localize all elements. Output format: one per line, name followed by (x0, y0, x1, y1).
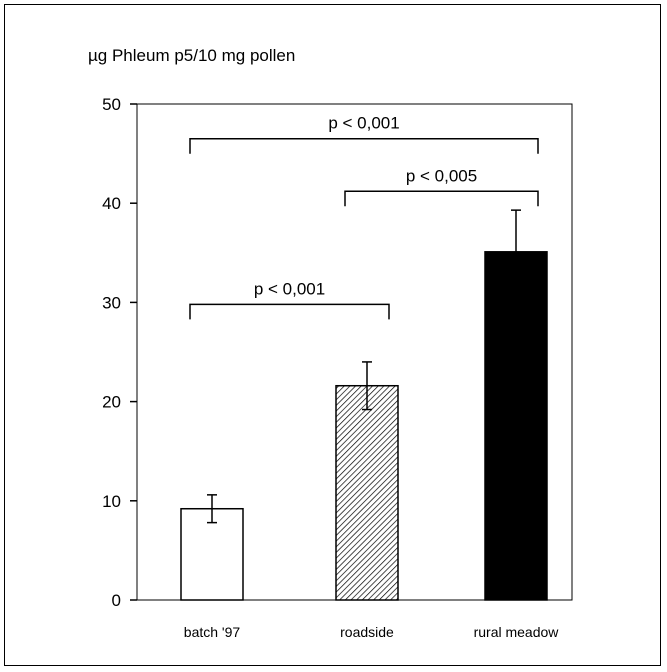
bar (484, 251, 548, 601)
figure-frame (4, 4, 661, 666)
significance-label: p < 0,001 (328, 114, 399, 133)
y-tick-label: 10 (102, 492, 121, 511)
significance-bracket (189, 303, 390, 320)
y-axis: 0 10 20 30 40 50 (102, 95, 137, 610)
x-tick-label: rural meadow (474, 624, 560, 640)
y-axis-label: µg Phleum p5/10 mg pollen (88, 46, 296, 65)
y-tick-label: 0 (112, 591, 121, 610)
x-tick-label: batch '97 (184, 624, 241, 640)
significance-label: p < 0,005 (406, 166, 477, 185)
significance-label: p < 0,001 (254, 279, 325, 298)
bar (335, 384, 399, 601)
significance-bracket (344, 190, 539, 207)
x-axis: batch '97 roadside rural meadow (184, 624, 559, 640)
y-tick-label: 40 (102, 194, 121, 213)
bars (180, 209, 548, 601)
y-tick-label: 50 (102, 95, 121, 114)
bar (180, 507, 244, 601)
y-tick-label: 30 (102, 293, 121, 312)
significance-brackets: p < 0,001 p < 0,005 p < 0,001 (189, 114, 539, 320)
x-tick-label: roadside (340, 624, 394, 640)
y-tick-label: 20 (102, 393, 121, 412)
significance-bracket (189, 137, 539, 154)
